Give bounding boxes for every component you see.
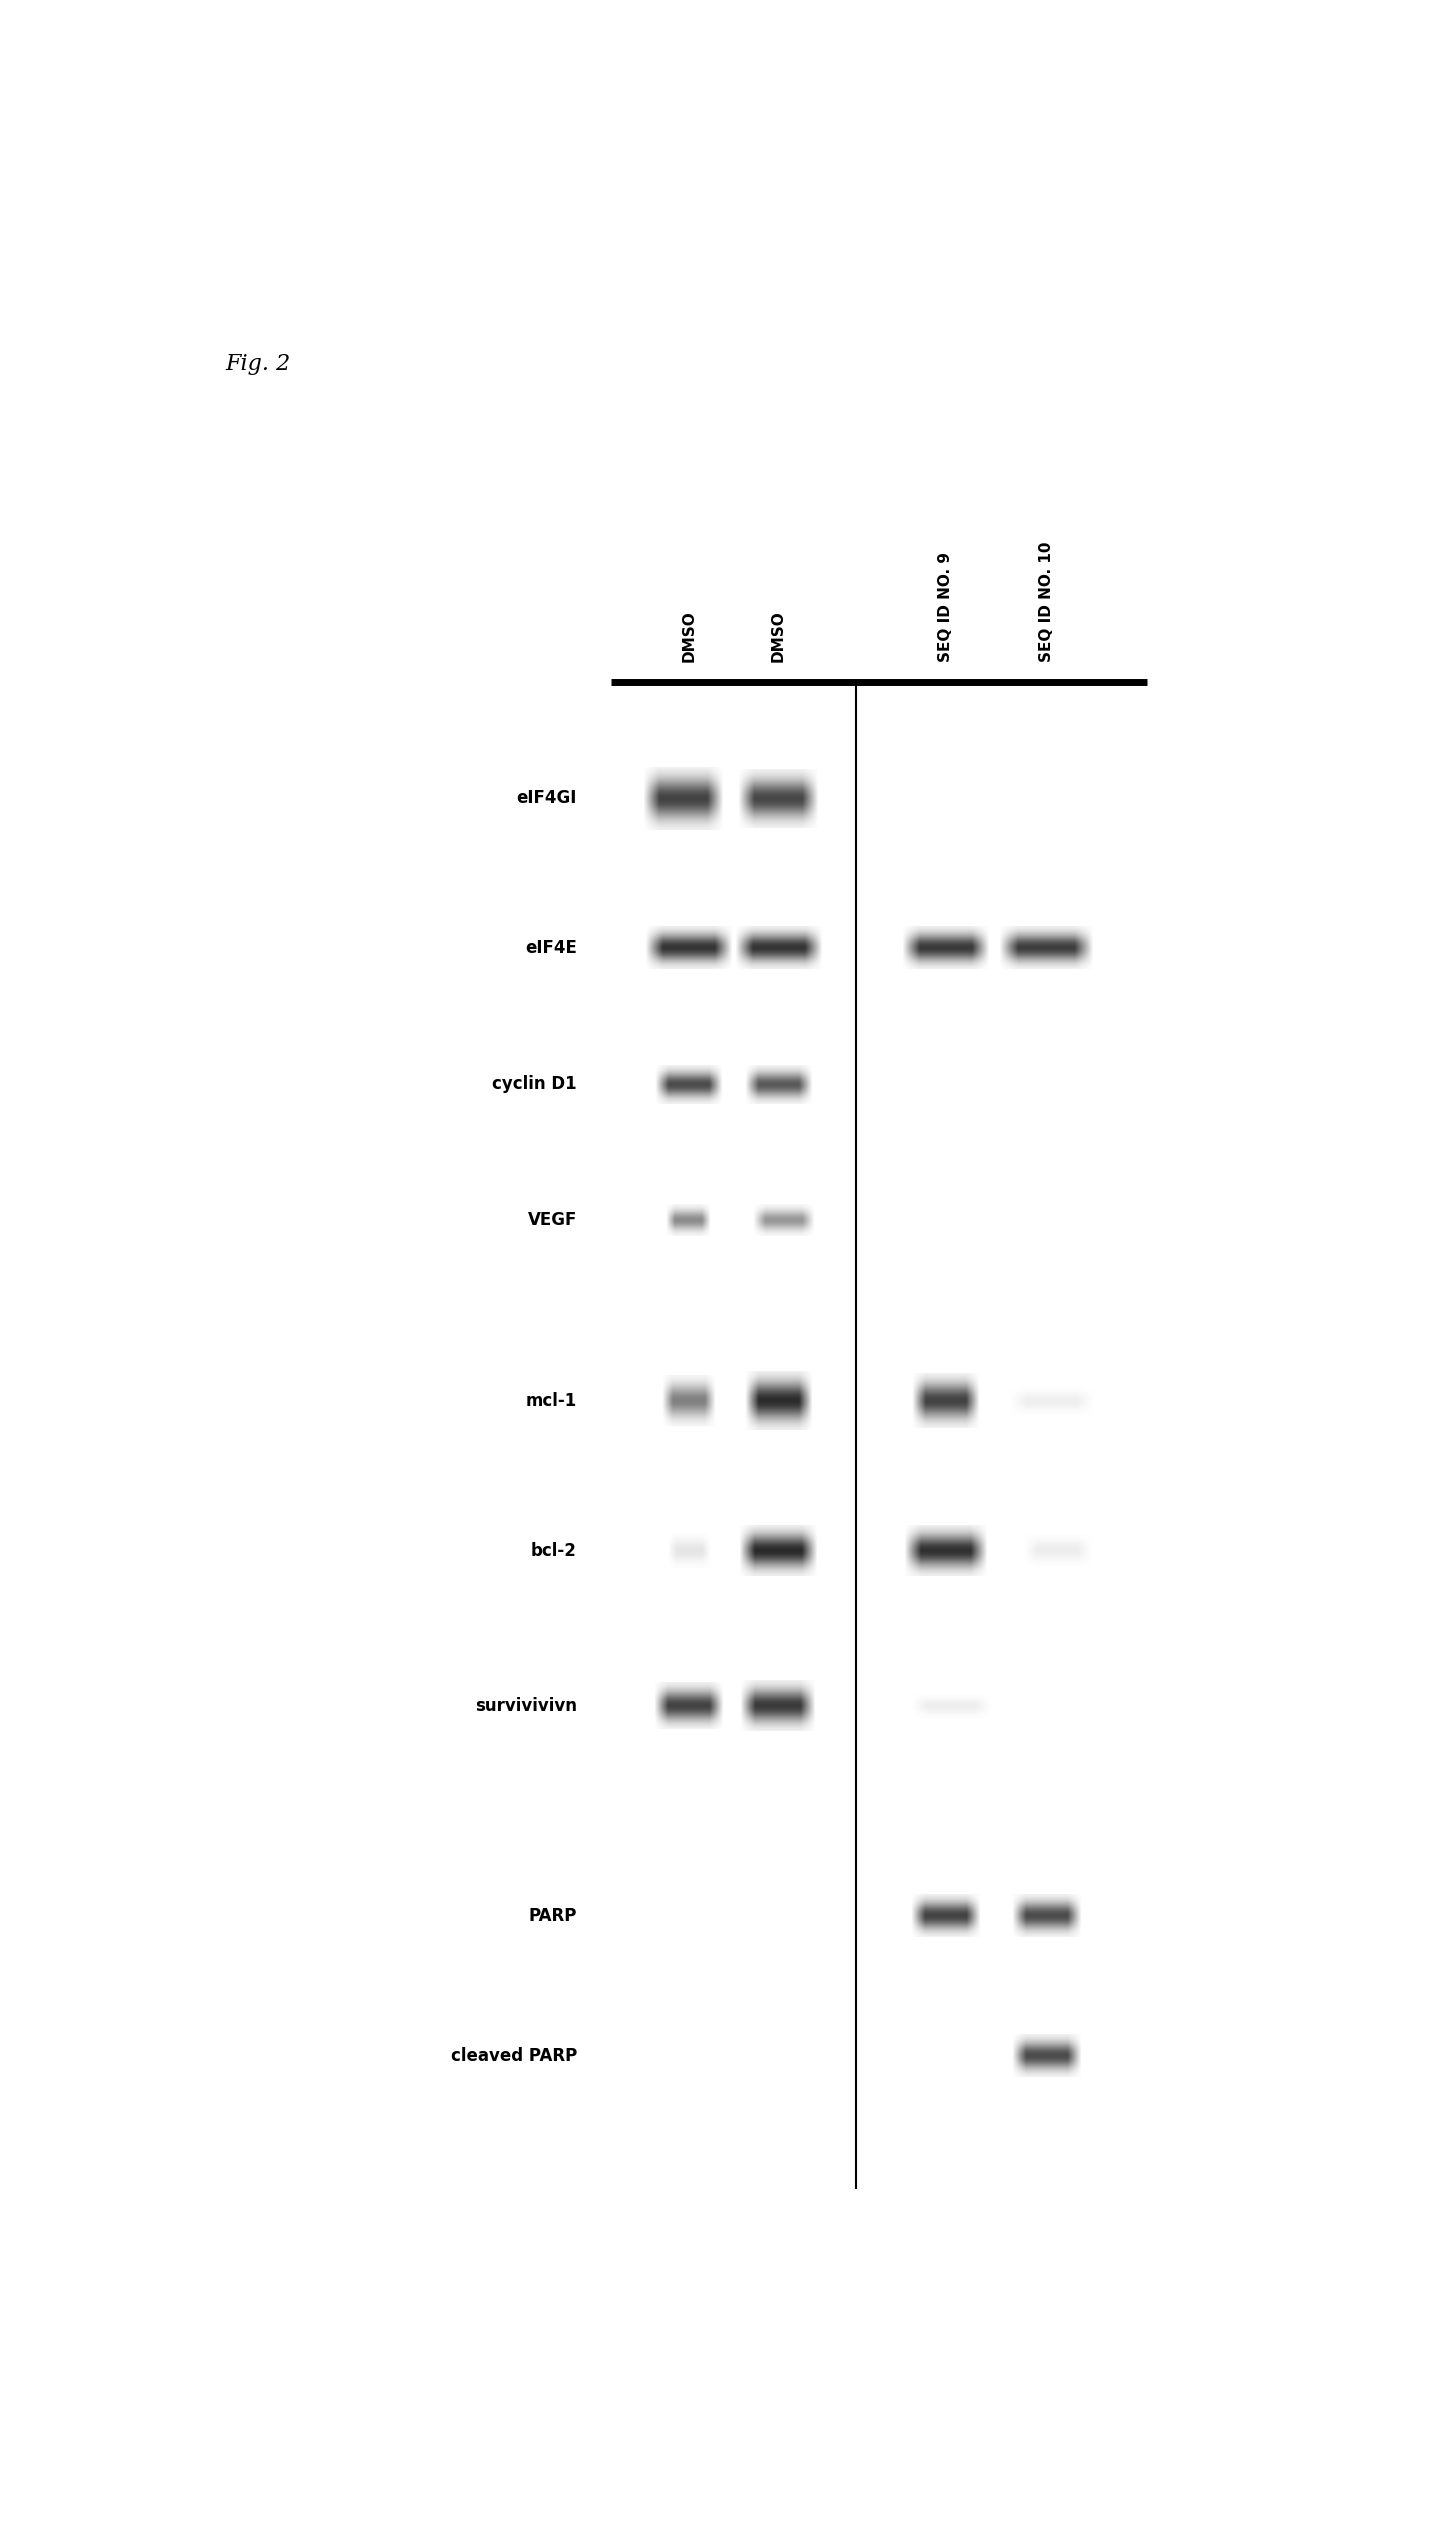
Text: PARP: PARP	[529, 1908, 577, 1926]
Text: survivivivn: survivivivn	[474, 1696, 577, 1716]
Text: DMSO: DMSO	[770, 611, 786, 661]
Text: SEQ ID NO. 9: SEQ ID NO. 9	[939, 553, 953, 661]
Text: eIF4E: eIF4E	[525, 939, 577, 957]
Text: eIF4GI: eIF4GI	[516, 790, 577, 808]
Text: bcl-2: bcl-2	[531, 1542, 577, 1560]
Text: SEQ ID NO. 10: SEQ ID NO. 10	[1038, 543, 1054, 661]
Text: Fig. 2: Fig. 2	[225, 353, 290, 376]
Text: cleaved PARP: cleaved PARP	[451, 2047, 577, 2065]
Text: cyclin D1: cyclin D1	[492, 1075, 577, 1093]
Text: VEGF: VEGF	[528, 1212, 577, 1229]
Text: mcl-1: mcl-1	[526, 1391, 577, 1411]
Text: DMSO: DMSO	[681, 611, 696, 661]
